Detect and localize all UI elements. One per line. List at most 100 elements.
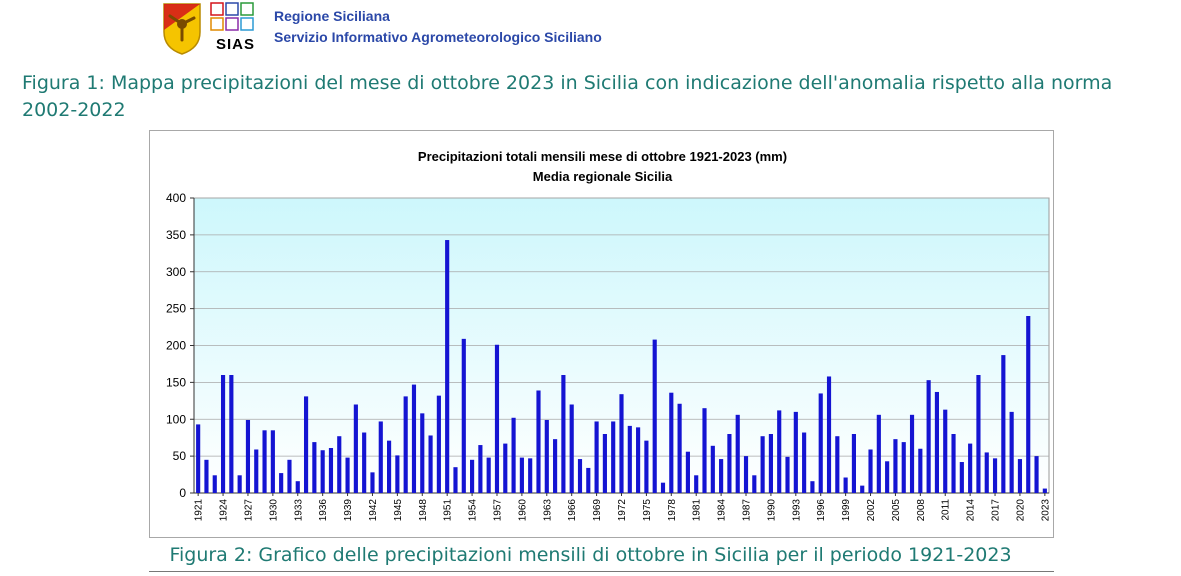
bar-1972 — [619, 394, 624, 493]
organization-name: Regione Siciliana Servizio Informativo A… — [274, 6, 602, 48]
bar-1981 — [694, 475, 699, 493]
x-tick-label: 1981 — [692, 499, 703, 522]
bar-1986 — [735, 414, 740, 493]
bar-1936 — [320, 450, 325, 493]
bar-1992 — [785, 456, 790, 493]
bar-1991 — [777, 410, 782, 493]
bar-1969 — [594, 421, 599, 493]
bar-1979 — [677, 403, 682, 493]
bar-2012 — [951, 434, 956, 493]
bar-1951 — [445, 240, 450, 493]
bar-1932 — [287, 459, 292, 493]
bar-1930 — [270, 430, 275, 493]
x-tick-label: 1930 — [268, 499, 279, 522]
x-tick-label: 1993 — [791, 499, 802, 522]
x-tick-label: 1939 — [343, 499, 354, 522]
bar-1949 — [428, 435, 433, 493]
x-tick-label: 2017 — [991, 499, 1002, 522]
y-tick-label: 100 — [166, 412, 186, 426]
y-tick-label: 0 — [179, 486, 186, 500]
y-tick-label: 250 — [166, 302, 186, 316]
bar-1945 — [395, 455, 400, 493]
chart-frame: Precipitazioni totali mensili mese di ot… — [149, 130, 1054, 538]
bar-2009 — [926, 380, 931, 493]
bar-1957 — [494, 344, 500, 493]
bar-1934 — [303, 396, 309, 493]
bar-1942 — [370, 472, 375, 493]
bar-1982 — [702, 408, 707, 493]
bar-1985 — [727, 434, 732, 493]
x-tick-label: 1921 — [194, 499, 205, 522]
bar-2015 — [976, 375, 981, 493]
y-tick-label: 50 — [173, 449, 187, 463]
bar-1987 — [743, 456, 749, 494]
bar-2005 — [893, 439, 898, 493]
bar-1935 — [312, 442, 317, 493]
bar-1923 — [212, 475, 217, 493]
x-tick-label: 1945 — [393, 499, 404, 522]
sias-logo-icon — [210, 2, 254, 31]
bar-1975 — [644, 440, 649, 493]
bar-1973 — [627, 425, 632, 493]
bar-1929 — [262, 430, 267, 493]
bar-1956 — [486, 457, 491, 493]
bar-1993 — [793, 411, 798, 494]
bar-1964 — [553, 439, 558, 493]
bar-1999 — [843, 477, 848, 493]
bar-1997 — [826, 376, 832, 493]
bar-1947 — [411, 384, 417, 493]
bar-1950 — [436, 395, 441, 493]
chart-subtitle: Media regionale Sicilia — [532, 169, 673, 184]
header: SIAS Regione Siciliana Servizio Informat… — [158, 0, 758, 60]
bar-1995 — [810, 481, 815, 493]
bar-1962 — [536, 390, 541, 493]
x-tick-label: 2020 — [1015, 499, 1026, 522]
bar-2010 — [934, 391, 940, 493]
bar-2011 — [943, 409, 948, 493]
sicily-trinacria-logo-icon — [163, 3, 201, 55]
bar-2003 — [876, 414, 881, 493]
x-tick-label: 2005 — [891, 499, 902, 522]
x-tick-label: 1963 — [542, 499, 553, 522]
x-tick-label: 2011 — [941, 499, 952, 521]
bar-2020 — [1017, 459, 1023, 493]
bar-1990 — [768, 434, 773, 493]
x-tick-label: 1936 — [318, 499, 329, 522]
chart-title-block: Precipitazioni totali mensili mese di ot… — [150, 147, 1055, 187]
bar-2002 — [868, 449, 873, 493]
bar-1961 — [528, 458, 533, 493]
figure2-caption: Figura 2: Grafico delle precipitazioni m… — [169, 544, 1012, 566]
bar-1994 — [802, 432, 807, 493]
bar-1939 — [345, 457, 350, 493]
x-tick-label: 1942 — [368, 499, 379, 522]
y-tick-label: 400 — [166, 191, 186, 205]
x-tick-label: 2008 — [916, 499, 927, 522]
bar-1989 — [760, 436, 765, 493]
bar-1980 — [685, 451, 690, 493]
x-tick-label: 1948 — [418, 499, 429, 522]
bar-1998 — [835, 436, 840, 493]
sias-logo-text: SIAS — [216, 36, 256, 53]
figure1-caption: Figura 1: Mappa precipitazioni del mese … — [22, 72, 1113, 121]
x-tick-label: 1990 — [766, 499, 777, 522]
x-tick-label: 1957 — [492, 499, 503, 522]
x-tick-label: 1924 — [219, 499, 230, 522]
bar-1928 — [254, 449, 259, 493]
bar-1958 — [503, 443, 508, 493]
bar-2014 — [968, 443, 973, 493]
y-tick-label: 350 — [166, 228, 186, 242]
x-tick-label: 1972 — [617, 499, 628, 522]
bar-2013 — [959, 462, 964, 493]
x-tick-label: 2002 — [866, 499, 877, 522]
bar-1925 — [229, 375, 234, 493]
x-tick-label: 2023 — [1040, 499, 1051, 522]
bar-1944 — [387, 440, 392, 493]
x-tick-label: 1975 — [642, 499, 653, 522]
bar-1984 — [719, 459, 724, 493]
bar-2016 — [984, 452, 989, 493]
bar-1971 — [611, 421, 616, 493]
bar-2017 — [992, 458, 998, 493]
org-line-service: Servizio Informativo Agrometeorologico S… — [274, 29, 602, 45]
x-tick-label: 1978 — [667, 499, 678, 522]
next-figure-border — [149, 571, 1054, 576]
